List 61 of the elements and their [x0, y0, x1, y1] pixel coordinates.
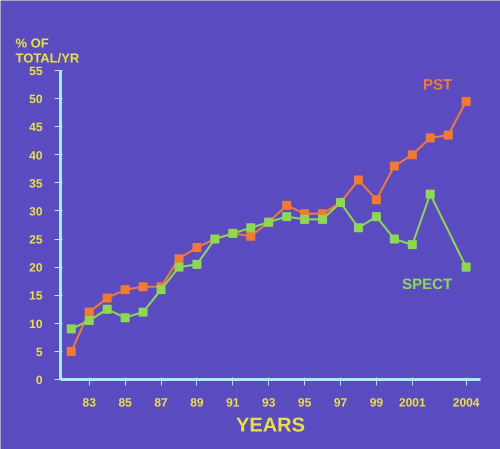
point [156, 285, 166, 294]
point [390, 234, 399, 244]
y-axis-title: % OF TOTAL/YR [16, 36, 80, 66]
point [300, 214, 310, 224]
series-label: PST [422, 76, 452, 94]
point [120, 313, 130, 322]
x-tick-label: 95 [298, 396, 312, 410]
y-tick-label: 10 [29, 316, 43, 331]
point [318, 214, 328, 224]
y-tick-label: 0 [36, 373, 43, 387]
series-label: SPECT [402, 276, 452, 294]
point [408, 240, 417, 250]
point [354, 223, 363, 232]
x-tick-label: 2004 [452, 396, 480, 410]
x-tick-label: 89 [190, 396, 204, 410]
y-tick-label: 30 [29, 204, 43, 218]
point [372, 195, 381, 204]
point [246, 232, 256, 241]
point [66, 324, 76, 334]
point [174, 262, 184, 272]
y-tick-label: 15 [29, 288, 43, 303]
point [84, 316, 94, 326]
x-tick-label: 91 [226, 396, 240, 410]
point [120, 285, 130, 294]
point [192, 242, 202, 252]
point [426, 190, 435, 199]
y-tick-label: 5 [36, 344, 43, 359]
y-tick-label: 40 [29, 148, 43, 162]
point [390, 162, 399, 171]
point [372, 212, 381, 222]
y-tick-label: 50 [29, 92, 43, 106]
point [102, 294, 112, 303]
x-tick-label: 99 [370, 396, 384, 410]
point [192, 260, 202, 269]
point [174, 254, 184, 264]
point [102, 304, 112, 314]
point [462, 262, 471, 272]
point [444, 130, 453, 140]
y-tick-label: 35 [29, 176, 43, 190]
point [84, 308, 94, 317]
point [138, 308, 148, 317]
point [282, 200, 292, 210]
point [246, 223, 256, 232]
y-tick-label: 20 [29, 260, 43, 275]
point [354, 176, 363, 185]
x-tick-label: 87 [154, 396, 168, 410]
x-axis-title: YEARS [236, 414, 305, 436]
point [426, 133, 435, 142]
x-tick-label: 85 [118, 396, 132, 410]
point [138, 282, 148, 292]
point [66, 346, 76, 356]
x-tick-label: 83 [82, 396, 96, 410]
x-tick-label: 93 [262, 396, 276, 410]
y-tick-label: 45 [29, 120, 43, 134]
x-tick-label: 97 [334, 396, 348, 410]
point [408, 150, 417, 160]
y-tick-label: 25 [29, 232, 43, 247]
x-tick-label: 2001 [398, 396, 426, 410]
point [462, 96, 471, 106]
y-tick-label: 55 [29, 64, 43, 78]
point [282, 212, 292, 222]
